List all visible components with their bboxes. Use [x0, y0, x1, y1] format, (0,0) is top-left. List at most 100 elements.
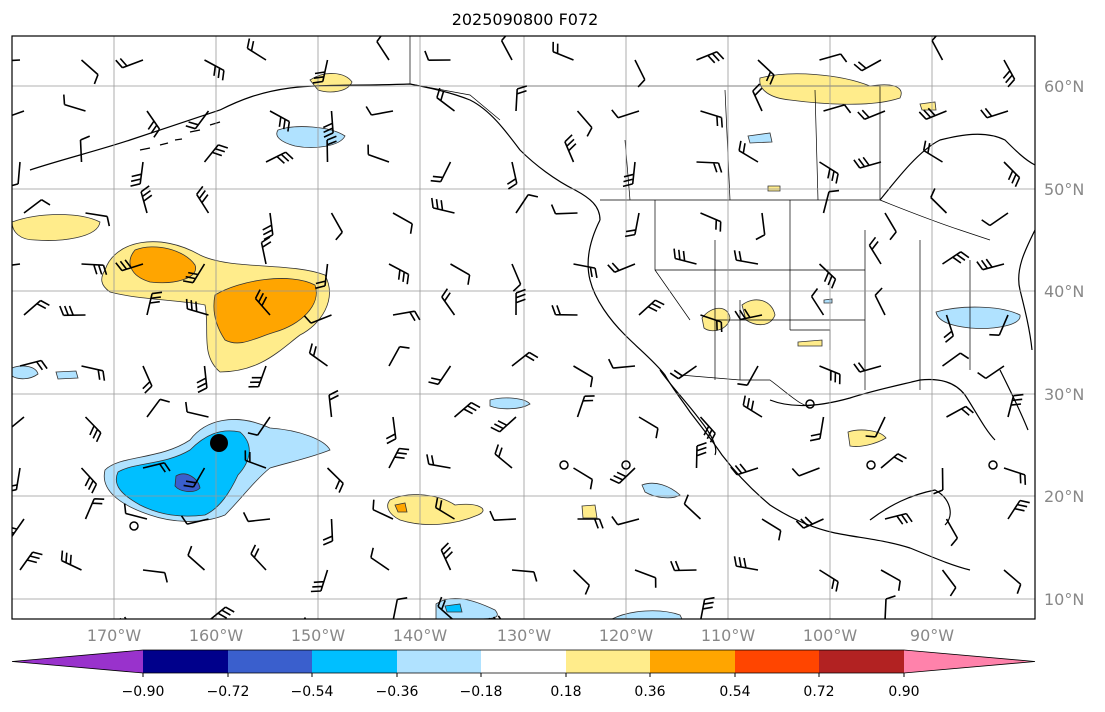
wind-barb — [204, 59, 225, 81]
wind-barb — [322, 518, 334, 546]
negative-anomaly-deep — [174, 473, 201, 492]
wind-barb — [696, 51, 725, 64]
lat-label-50n: 50°N — [1044, 180, 1085, 199]
wind-barb — [634, 59, 646, 88]
wind-barb — [196, 185, 210, 214]
wind-barb — [130, 161, 144, 187]
wind-barb — [931, 36, 944, 61]
positive-anomaly-region — [12, 214, 101, 241]
wind-barb — [12, 416, 25, 428]
wind-barb — [981, 212, 1009, 227]
wind-barb — [1007, 393, 1024, 418]
wind-barb — [922, 140, 943, 163]
wind-barb — [23, 299, 50, 316]
wind-barb — [700, 596, 715, 619]
wind-barb — [670, 560, 697, 572]
wind-barb — [673, 248, 697, 265]
wind-barb — [187, 545, 206, 571]
wind-barb — [84, 416, 102, 443]
negative-anomaly-region — [276, 126, 346, 148]
wind-barb — [84, 498, 105, 520]
wind-barb — [434, 497, 455, 520]
wind-barb — [308, 343, 328, 367]
lon-label-130w: 130°W — [496, 626, 552, 645]
wind-barb — [695, 441, 707, 469]
wind-barb — [312, 59, 329, 84]
positive-anomaly-core — [129, 246, 196, 284]
colorbar-tick-label: −0.18 — [459, 684, 503, 700]
positive-anomaly-core — [213, 278, 317, 344]
wind-barb — [365, 106, 394, 116]
wind-barb — [431, 197, 455, 214]
lat-label-20n: 20°N — [1044, 487, 1085, 506]
wind-barb — [209, 606, 235, 619]
wind-barb — [607, 358, 636, 369]
wind-barb — [441, 288, 456, 316]
positive-anomaly-region — [387, 494, 484, 525]
canada-provinces — [500, 85, 881, 201]
wind-barb — [12, 110, 25, 117]
wind-barb — [700, 212, 722, 232]
wind-barb — [1007, 499, 1030, 520]
wind-barb — [761, 518, 782, 541]
wind-barb — [242, 512, 271, 523]
wind-barb — [388, 447, 410, 469]
wind-barb — [142, 365, 153, 394]
wind-barb — [611, 516, 640, 526]
aleutian-chain — [139, 121, 221, 151]
wind-barb — [180, 515, 209, 525]
calm-circle — [559, 460, 569, 470]
hudson-bay — [879, 133, 1035, 201]
lon-label-170w: 170°W — [86, 626, 142, 645]
wind-barb — [809, 416, 825, 442]
wind-barb — [823, 104, 852, 114]
wind-barb — [880, 453, 907, 469]
wind-barb — [59, 305, 86, 317]
wind-barb — [515, 85, 528, 112]
wind-barb — [611, 109, 640, 119]
baja-peninsula — [659, 369, 717, 456]
positive-anomaly-region — [759, 73, 902, 105]
colorbar-segment — [143, 650, 229, 673]
wind-barb — [326, 467, 344, 493]
negative-anomaly-region — [747, 132, 773, 144]
wind-barb — [819, 161, 839, 184]
colorbar-tick-label: 0.90 — [888, 684, 920, 700]
wind-barbs — [12, 36, 1030, 619]
wind-barb — [933, 467, 944, 495]
wind-barb — [573, 263, 598, 279]
wind-barb — [577, 518, 604, 529]
lat-label-60n: 60°N — [1044, 77, 1085, 96]
wind-barb — [430, 161, 452, 183]
wind-barb — [185, 401, 209, 418]
wind-barb — [490, 416, 517, 433]
wind-barb — [752, 83, 763, 112]
wind-barb — [260, 236, 272, 265]
wind-barb — [511, 569, 538, 582]
colorbar-tick-label: −0.90 — [121, 684, 165, 700]
wind-barb — [607, 262, 636, 273]
wind-barb — [1002, 59, 1016, 88]
wind-barb — [576, 395, 595, 418]
wind-barb — [730, 463, 759, 476]
wind-barb — [1003, 467, 1027, 485]
wind-barb — [428, 365, 452, 386]
wind-barb — [247, 416, 271, 436]
wind-barb — [868, 236, 882, 265]
lon-label-110w: 110°W — [700, 626, 756, 645]
wind-barb — [85, 212, 111, 227]
wind-barb — [818, 263, 837, 289]
wind-barb — [183, 467, 206, 488]
wind-barb — [918, 107, 947, 120]
colorbar-extend-high — [904, 650, 1035, 673]
wind-barb — [810, 288, 825, 316]
wind-barb — [81, 365, 106, 381]
colorbar-segment — [481, 650, 567, 673]
gulf-coast — [769, 378, 996, 441]
wind-barb — [140, 185, 153, 214]
wind-barb — [738, 140, 759, 163]
wind-barb — [60, 550, 82, 571]
wind-barb — [440, 542, 453, 571]
wind-barb — [23, 199, 51, 214]
lon-label-140w: 140°W — [392, 626, 448, 645]
